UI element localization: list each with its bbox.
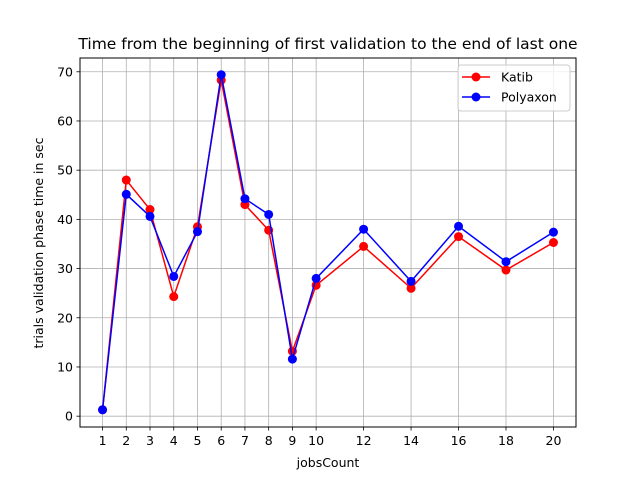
data-point-polyaxon [501, 257, 511, 267]
y-tick-label: 50 [57, 163, 73, 178]
data-point-polyaxon [169, 271, 179, 281]
x-tick-label: 7 [241, 433, 249, 448]
data-point-polyaxon [240, 194, 250, 204]
x-tick-label: 6 [217, 433, 225, 448]
x-tick-label: 5 [193, 433, 201, 448]
series-area [98, 70, 558, 415]
data-point-katib [406, 283, 416, 293]
y-tick-label: 0 [65, 409, 73, 424]
x-tick-label: 1 [99, 433, 107, 448]
x-tick-label: 8 [265, 433, 273, 448]
data-point-polyaxon [359, 224, 369, 234]
y-tick-label: 60 [57, 113, 73, 128]
x-tick-label: 16 [451, 433, 467, 448]
data-point-katib [359, 241, 369, 251]
y-tick-label: 20 [57, 310, 73, 325]
data-point-katib [145, 205, 155, 215]
data-point-polyaxon [216, 70, 226, 80]
data-point-katib [454, 232, 464, 242]
data-point-polyaxon [264, 209, 274, 219]
data-point-polyaxon [406, 276, 416, 286]
legend-label-katib: Katib [501, 70, 533, 85]
x-tick-label: 3 [146, 433, 154, 448]
data-point-katib [501, 265, 511, 275]
y-tick-label: 40 [57, 212, 73, 227]
data-point-polyaxon [121, 189, 131, 199]
chart-title: Time from the beginning of first validat… [77, 35, 577, 53]
x-tick-label: 12 [356, 433, 372, 448]
data-point-katib [169, 292, 179, 302]
x-tick-label: 18 [498, 433, 514, 448]
data-point-katib [121, 175, 131, 185]
legend-marker-katib [471, 72, 481, 82]
x-tick-label: 2 [122, 433, 130, 448]
x-tick-label: 20 [546, 433, 562, 448]
legend-label-polyaxon: Polyaxon [501, 90, 557, 105]
data-point-polyaxon [98, 405, 108, 415]
data-point-polyaxon [454, 221, 464, 231]
data-point-polyaxon [145, 211, 155, 221]
legend: Katib Polyaxon [457, 64, 571, 112]
data-point-polyaxon [548, 227, 558, 237]
data-point-polyaxon [311, 273, 321, 283]
y-tick-label: 70 [57, 64, 73, 79]
x-tick-label: 14 [403, 433, 419, 448]
x-tick-label: 4 [170, 433, 178, 448]
y-axis-title: trials validation phase time in sec [31, 137, 46, 348]
legend-marker-polyaxon [471, 92, 481, 102]
data-point-polyaxon [192, 227, 202, 237]
data-point-katib [548, 238, 558, 247]
data-point-polyaxon [287, 354, 297, 364]
y-tick-label: 30 [57, 261, 73, 276]
x-tick-label: 10 [308, 433, 324, 448]
x-axis-title: jobsCount [296, 455, 360, 470]
x-tick-label: 9 [288, 433, 296, 448]
y-tick-label: 10 [57, 359, 73, 374]
plot-frame [79, 57, 577, 428]
